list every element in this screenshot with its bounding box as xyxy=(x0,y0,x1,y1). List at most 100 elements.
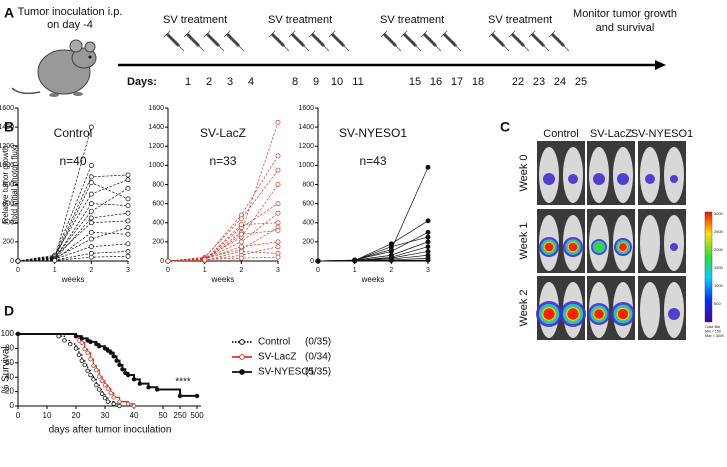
data-point xyxy=(275,201,281,207)
data-point xyxy=(238,222,244,228)
x-tick-label: 3 xyxy=(276,267,280,274)
data-point xyxy=(275,119,281,125)
data-point xyxy=(88,254,94,260)
syringe xyxy=(380,30,388,38)
bioluminescence-images xyxy=(536,141,686,340)
day-label: 17 xyxy=(451,76,463,88)
censor-mark xyxy=(85,350,90,355)
chart-title: SV-LacZ xyxy=(200,126,246,140)
data-point xyxy=(425,257,431,263)
day-label: 24 xyxy=(554,76,566,88)
data-point xyxy=(238,248,244,254)
data-point xyxy=(88,215,94,221)
syringe xyxy=(508,30,516,38)
y-tick-label: 1200 xyxy=(298,143,314,150)
monitor-text: and survival xyxy=(596,22,655,34)
series-line xyxy=(167,241,279,262)
censor-mark xyxy=(125,401,131,407)
censor-mark xyxy=(105,348,111,353)
column-label: Control xyxy=(543,128,578,140)
censor-mark xyxy=(82,346,87,352)
x-tick-label: 1 xyxy=(53,267,57,274)
day-label: 11 xyxy=(352,76,363,88)
y-axis-label: (fold initial photon flux) xyxy=(10,144,19,224)
data-point xyxy=(88,174,94,180)
series-line xyxy=(317,167,429,262)
y-tick-label: 0 xyxy=(10,258,14,265)
y-tick-label: 800 xyxy=(2,181,14,188)
x-tick-label: 2 xyxy=(89,267,93,274)
y-tick-label: 800 xyxy=(302,181,314,188)
syringe xyxy=(330,32,346,48)
censor-mark xyxy=(91,363,96,368)
x-tick-label: 3 xyxy=(426,267,430,274)
day-label: 8 xyxy=(292,76,298,88)
y-tick-label: 0 xyxy=(10,401,15,410)
y-tick-label: 1000 xyxy=(298,162,314,169)
colorbar-label: Min = 150 xyxy=(705,329,721,333)
syringe xyxy=(290,32,306,48)
chart-subtitle: n=40 xyxy=(59,154,86,168)
treatment-label: SV treatment xyxy=(163,14,227,26)
data-point xyxy=(275,210,281,216)
y-axis-label: Relative tumor growth xyxy=(1,146,10,224)
data-point xyxy=(352,258,358,264)
syringe xyxy=(435,45,442,52)
y-tick-label: 60 xyxy=(5,358,14,367)
censor-mark xyxy=(94,341,99,347)
treatment-label: SV treatment xyxy=(268,14,332,26)
y-tick-label: 100 xyxy=(1,329,15,338)
x-tick-label: 50 xyxy=(159,411,168,420)
colorbar-tick: 1000 xyxy=(714,283,724,288)
signal xyxy=(568,242,578,252)
syringe xyxy=(420,30,428,38)
day-label: 9 xyxy=(313,76,319,88)
y-tick-label: 1200 xyxy=(148,143,164,150)
series-line xyxy=(167,184,279,262)
data-point xyxy=(388,258,394,263)
x-axis-label: weeks xyxy=(61,275,85,284)
day-label: 10 xyxy=(331,76,343,88)
y-tick-label: 400 xyxy=(302,220,314,227)
censor-mark xyxy=(111,395,116,400)
data-point xyxy=(165,258,171,264)
syringe xyxy=(218,45,225,52)
censor-mark xyxy=(85,368,90,373)
chart-subtitle: n=43 xyxy=(359,154,386,168)
data-point xyxy=(88,236,94,242)
syringe xyxy=(543,45,550,52)
syringe xyxy=(382,32,398,48)
data-point xyxy=(275,182,281,187)
censor-mark xyxy=(105,386,111,391)
censor-mark xyxy=(88,339,93,345)
colorbar-label: Color Bar xyxy=(705,325,721,329)
x-tick-label: 0 xyxy=(166,267,170,274)
y-tick-label: 0 xyxy=(160,258,164,265)
legend-count: (5/35) xyxy=(305,367,331,378)
y-tick-label: 0 xyxy=(310,258,314,265)
signal xyxy=(670,243,678,251)
colorbar-tick: 1500 xyxy=(714,265,724,270)
syringe xyxy=(400,30,408,38)
censor-mark xyxy=(194,393,200,399)
y-tick-label: 600 xyxy=(2,200,14,207)
censor-mark xyxy=(154,387,160,392)
legend-count: (0/35) xyxy=(305,337,331,348)
inoculation-text: Tumor inoculation i.p. xyxy=(18,6,123,18)
signal xyxy=(568,174,578,184)
censor-mark xyxy=(111,354,116,359)
signal xyxy=(645,174,655,184)
syringe xyxy=(225,32,241,48)
treatment-label: SV treatment xyxy=(380,14,444,26)
censor-mark xyxy=(125,372,131,378)
x-tick-label: 0 xyxy=(16,411,21,420)
signal xyxy=(594,309,604,319)
x-axis-label: weeks xyxy=(361,275,385,284)
day-label: 4 xyxy=(248,76,254,88)
colorbar-tick: 2000 xyxy=(714,247,724,252)
x-tick-label: 20 xyxy=(72,411,81,420)
x-tick-label: 2 xyxy=(389,267,393,274)
syringe xyxy=(395,45,402,52)
censor-mark xyxy=(96,344,102,349)
x-tick-label: 500 xyxy=(190,411,204,420)
